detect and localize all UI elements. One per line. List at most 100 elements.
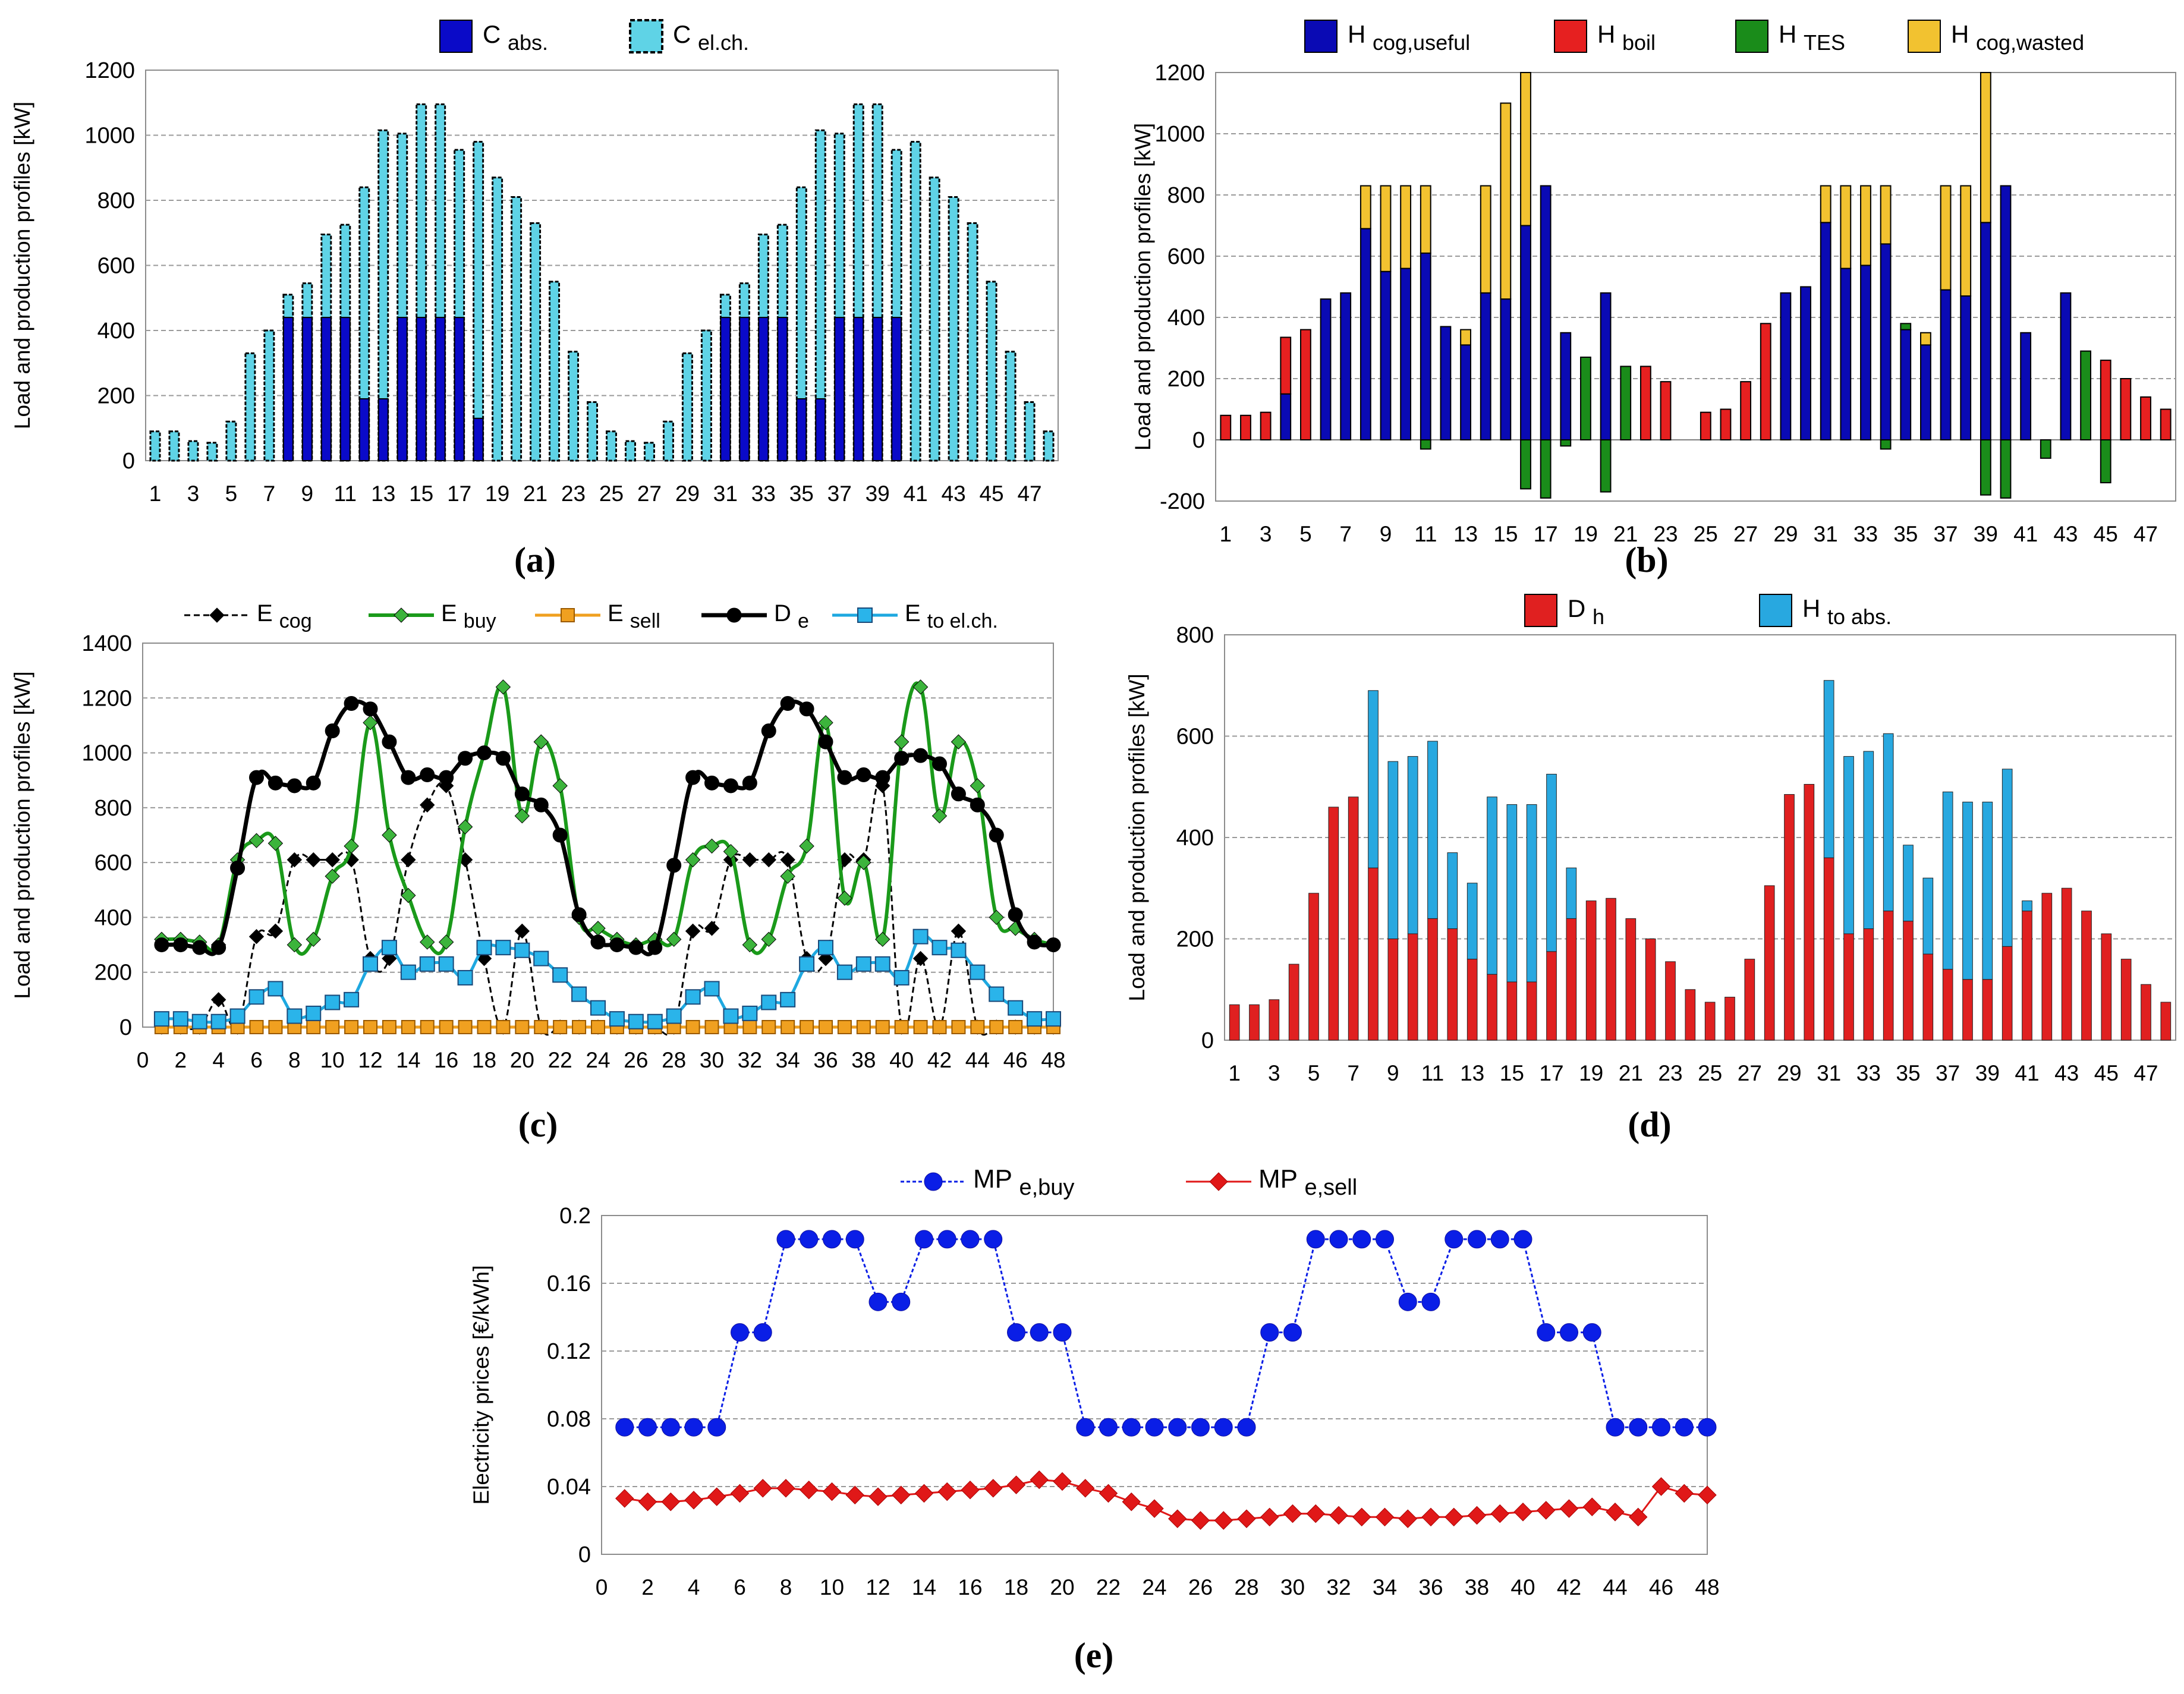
bar-dh — [1407, 933, 1418, 1041]
chart-b: -200 0 200 400 600 800 1000 1200 Load and produc… — [1131, 61, 2176, 580]
series-mp-buy-marker — [776, 1230, 795, 1249]
series-mp-sell-marker — [1537, 1501, 1556, 1520]
series-e-sell-marker — [572, 1020, 587, 1034]
chart-c-ytick-label: 0 — [119, 1015, 132, 1040]
series-e-sell-marker — [951, 1020, 966, 1034]
bar-c-elch — [187, 440, 199, 462]
legend-h-to-abs-label: H to abs. — [1802, 594, 1892, 629]
series-e-buy-marker — [457, 819, 473, 835]
series-de-marker — [154, 937, 169, 953]
chart-b-ytick-label: 600 — [1167, 244, 1205, 269]
series-mp-buy-marker — [1352, 1230, 1371, 1249]
chart-d-ytick-label: 800 — [1176, 623, 1214, 648]
bar-c-elch — [910, 140, 921, 462]
series-e-cog-marker — [742, 852, 758, 868]
series-e-sell-marker — [761, 1020, 776, 1034]
series-mp-buy-marker — [1099, 1418, 1118, 1437]
chart-a-panel-label: (a) — [514, 540, 556, 580]
series-de-marker — [173, 937, 188, 953]
chart-b-xtick-label: 7 — [1339, 522, 1352, 546]
chart-e-ylabel: Electricity prices [€/kWh] — [469, 1265, 493, 1505]
bar-dh — [1744, 959, 1755, 1041]
series-de-marker — [609, 937, 625, 953]
series-e-toelch-marker — [306, 1005, 322, 1021]
series-e-toelch-marker — [172, 1011, 188, 1027]
series-e-toelch-marker — [912, 928, 929, 944]
series-e-sell-marker — [268, 1020, 283, 1034]
chart-b-xtick-label: 31 — [1814, 522, 1838, 546]
bar-h-tes — [1880, 439, 1892, 450]
chart-e-ytick-label: 0.12 — [547, 1339, 591, 1364]
bar-h-cog-wasted — [1480, 185, 1491, 294]
series-e-cog-marker — [287, 852, 303, 868]
bar-c-abs — [301, 317, 313, 461]
series-e-toelch-marker — [893, 969, 910, 985]
bar-h-tes — [2080, 350, 2092, 441]
bar-h-to-abs — [1903, 845, 1914, 922]
series-e-sell-marker — [306, 1020, 321, 1034]
bar-dh — [1328, 807, 1339, 1041]
bar-c-elch — [225, 420, 237, 462]
bar-dh — [2081, 911, 2092, 1041]
chart-d-xtick-label: 23 — [1658, 1061, 1682, 1085]
chart-b-legend: H cog,useful H boil H TES H cog,wasted — [1304, 20, 2084, 55]
legend-h-to-abs-swatch — [1759, 594, 1792, 627]
bar-c-elch — [1005, 351, 1017, 462]
chart-c-xtick-label: 40 — [889, 1048, 914, 1072]
chart-d-ylabel: Load and production profiles [kW] — [1125, 673, 1149, 1001]
series-e-toelch-marker — [381, 940, 397, 956]
bar-dh — [1764, 885, 1775, 1041]
bar-c-elch — [530, 222, 542, 462]
series-e-toelch-marker — [874, 956, 890, 972]
chart-b-xtick-label: 25 — [1694, 522, 1718, 546]
chart-c-ytick-label: 200 — [95, 961, 132, 985]
bar-h-tes — [2100, 439, 2111, 484]
series-mp-buy-marker — [1468, 1230, 1486, 1249]
series-mp-buy-marker — [800, 1230, 819, 1249]
legend-h-cog-useful-swatch — [1304, 20, 1338, 53]
series-e-cog-marker — [875, 778, 890, 794]
series-mp-buy-marker — [1145, 1418, 1164, 1437]
bar-c-abs — [377, 398, 389, 461]
series-e-toelch-marker — [723, 1008, 739, 1024]
chart-a-ytick-label: 400 — [97, 319, 135, 344]
bar-h-cog-wasted — [1940, 185, 1952, 291]
series-de-marker — [211, 940, 226, 955]
series-de-marker — [439, 770, 454, 785]
series-e-cog-marker — [382, 950, 397, 966]
chart-d-xtick-label: 25 — [1698, 1061, 1722, 1085]
series-mp-buy-marker — [915, 1230, 933, 1249]
bar-h-boil — [1760, 323, 1771, 440]
series-e-buy-marker — [742, 937, 758, 953]
series-e-sell-marker — [515, 1020, 530, 1034]
bar-c-abs — [454, 317, 465, 461]
bar-h-boil — [1280, 336, 1292, 395]
chart-b-xtick-label: 43 — [2053, 522, 2078, 546]
bar-h-cog-useful — [1500, 298, 1512, 440]
bar-h-to-abs — [1526, 804, 1537, 983]
series-e-toelch-marker — [761, 994, 777, 1010]
bar-c-elch — [643, 442, 655, 462]
series-de-marker — [723, 778, 738, 794]
series-e-buy-marker — [723, 843, 739, 859]
bar-c-elch — [986, 281, 997, 462]
bar-h-boil — [2160, 408, 2172, 440]
series-e-buy-marker — [495, 679, 511, 695]
series-e-toelch-marker — [533, 950, 549, 966]
chart-b-xtick-label: 19 — [1574, 522, 1598, 546]
series-e-sell-marker — [875, 1020, 890, 1034]
series-e-buy-marker — [514, 808, 530, 824]
bar-h-cog-useful — [1520, 225, 1531, 440]
legend-e-sell-label: E sell — [608, 600, 660, 632]
series-de-marker — [477, 745, 492, 761]
series-de-marker — [382, 734, 397, 750]
bar-h-cog-wasted — [1980, 72, 1991, 223]
bar-c-abs — [320, 317, 332, 461]
chart-a-xtick-label: 33 — [751, 481, 776, 506]
bar-c-abs — [720, 317, 731, 461]
series-e-buy-marker — [875, 931, 890, 947]
bar-h-to-abs — [2002, 769, 2013, 947]
chart-b-xtick-label: 37 — [1933, 522, 1958, 546]
series-mp-sell-marker — [1260, 1507, 1279, 1527]
chart-c-xtick-label: 48 — [1041, 1048, 1065, 1072]
